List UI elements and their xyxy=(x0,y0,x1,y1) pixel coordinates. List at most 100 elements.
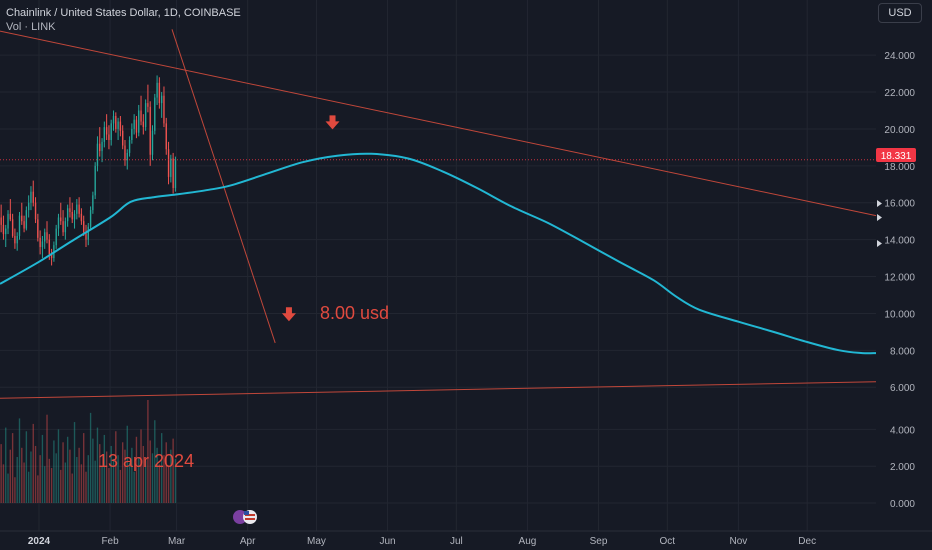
last-price-label: 18.331 xyxy=(881,151,912,162)
candle-body xyxy=(41,241,44,248)
volume-bar xyxy=(66,436,69,503)
candle-body xyxy=(126,152,128,161)
symbol-title: Chainlink / United States Dollar, 1D, CO… xyxy=(6,7,241,19)
candle xyxy=(50,248,53,266)
volume-bar xyxy=(128,462,131,503)
candle-body xyxy=(160,95,163,104)
volume-bar xyxy=(0,444,2,503)
candle xyxy=(37,213,39,242)
candle-body xyxy=(11,219,14,236)
volume-bar xyxy=(83,433,85,503)
candle xyxy=(83,215,85,236)
volume-bar xyxy=(9,449,12,503)
moving-average-line xyxy=(0,152,877,355)
volume-bar xyxy=(87,455,89,503)
volume-bar xyxy=(55,453,57,503)
candle xyxy=(34,197,37,224)
volume-indicator-label: Vol · LINK xyxy=(6,21,56,33)
candle xyxy=(60,202,62,225)
trendlines xyxy=(0,29,877,399)
candle xyxy=(101,138,103,163)
volume-bar xyxy=(14,477,16,503)
candle-body xyxy=(9,213,12,220)
candle-body xyxy=(87,226,89,240)
volume-tick-label: 0.000 xyxy=(890,499,915,510)
volume-bar xyxy=(147,400,149,503)
volume-bar xyxy=(138,457,140,503)
candle xyxy=(131,123,133,144)
volume-bar xyxy=(7,473,9,503)
candle xyxy=(23,215,25,233)
candle xyxy=(80,208,83,225)
price-axis[interactable]: 24.000 22.000 20.000 18.000 16.000 14.000 12.0… xyxy=(884,51,915,394)
candle xyxy=(85,224,87,248)
candle xyxy=(105,114,108,141)
candle xyxy=(172,152,174,194)
candle xyxy=(158,77,161,109)
volume-bar xyxy=(135,436,138,503)
candle-body xyxy=(138,110,140,133)
volume-axis: 4.000 2.000 0.000 xyxy=(890,425,915,510)
candle xyxy=(14,228,16,249)
volume-bar xyxy=(50,468,53,503)
volume-bar xyxy=(112,458,115,503)
scroll-markers[interactable] xyxy=(877,200,882,247)
volume-bar xyxy=(103,434,106,503)
candle xyxy=(126,149,128,170)
candle-body xyxy=(57,217,60,229)
volume-bar xyxy=(92,438,94,503)
trendline xyxy=(171,29,276,344)
currency-button[interactable]: USD xyxy=(878,3,922,23)
candle-body xyxy=(71,211,73,220)
candle-body xyxy=(76,204,78,214)
volume-bar xyxy=(117,455,119,503)
volume-bar xyxy=(105,451,108,503)
time-tick-label: Nov xyxy=(730,536,748,547)
volume-bar xyxy=(89,412,92,503)
candle-body xyxy=(85,232,87,240)
volume-bar xyxy=(154,420,156,503)
time-axis[interactable]: 2024 Feb Mar Apr May Jun Jul Aug Sep Oct Nov Dec xyxy=(0,530,932,547)
currency-flags-icon[interactable] xyxy=(233,510,257,524)
candle xyxy=(117,117,119,141)
candle-body xyxy=(115,116,117,129)
volume-bar xyxy=(158,464,161,503)
candle-body xyxy=(151,130,154,155)
candle xyxy=(89,206,92,231)
volume-tick-label: 4.000 xyxy=(890,425,915,436)
price-tick-label: 18.000 xyxy=(884,162,915,173)
candle xyxy=(96,136,99,172)
candle xyxy=(144,99,147,131)
candle xyxy=(154,93,156,135)
volume-bar xyxy=(110,445,112,503)
candle xyxy=(103,121,106,148)
candle-body xyxy=(18,215,21,236)
trendline xyxy=(0,381,877,399)
volume-bar xyxy=(27,471,30,503)
chevron-right-icon[interactable] xyxy=(877,214,882,221)
volume-bar xyxy=(62,442,64,503)
candle xyxy=(99,127,101,157)
candle-body xyxy=(117,121,119,129)
time-tick-label: Sep xyxy=(590,536,608,547)
chevron-right-icon[interactable] xyxy=(877,240,882,247)
volume-tick-label: 2.000 xyxy=(890,462,915,473)
volume-bar xyxy=(69,449,71,503)
volume-bar xyxy=(172,438,174,503)
volume-bar xyxy=(64,462,67,503)
volume-bar xyxy=(126,425,128,503)
candle-body xyxy=(94,165,96,196)
volume-bar xyxy=(78,447,80,503)
candle xyxy=(7,210,9,235)
price-tick-label: 14.000 xyxy=(884,236,915,247)
candle xyxy=(46,221,48,244)
volume-bar xyxy=(133,471,135,503)
candle xyxy=(21,202,23,225)
volume-bar xyxy=(39,455,41,503)
volume-bar xyxy=(18,418,21,503)
chevron-right-icon[interactable] xyxy=(877,200,882,207)
time-tick-label: Aug xyxy=(519,536,537,547)
candle xyxy=(121,125,124,150)
volume-bar xyxy=(167,466,170,503)
